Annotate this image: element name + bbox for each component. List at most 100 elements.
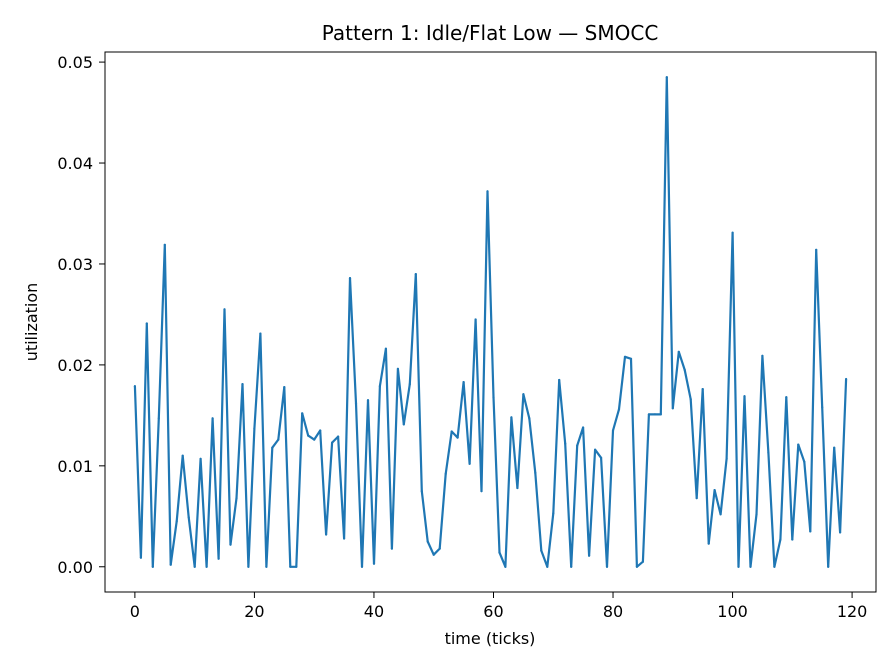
data-point	[713, 489, 716, 492]
data-point	[803, 460, 806, 463]
data-point	[253, 427, 256, 430]
data-point	[402, 423, 405, 426]
data-point	[737, 565, 740, 568]
data-point	[588, 554, 591, 557]
data-point	[719, 513, 722, 516]
data-point	[665, 76, 668, 79]
y-tick-label: 0.03	[57, 255, 93, 274]
data-point	[348, 277, 352, 280]
data-point	[677, 350, 680, 353]
data-point	[193, 565, 196, 568]
data-point	[576, 444, 579, 447]
data-point	[564, 442, 567, 445]
data-point	[791, 538, 794, 541]
data-point	[462, 381, 465, 384]
series-layer	[133, 76, 848, 568]
x-tick-label: 60	[483, 602, 503, 621]
data-point	[845, 377, 848, 381]
data-point	[199, 457, 202, 460]
data-point	[594, 448, 597, 451]
data-point	[785, 396, 788, 399]
data-point	[653, 413, 657, 416]
data-point	[295, 565, 298, 568]
x-tick-label: 40	[364, 602, 384, 621]
data-point	[283, 386, 286, 389]
data-point	[450, 430, 453, 433]
data-point	[133, 385, 136, 388]
x-axis-label: time (ticks)	[445, 629, 536, 648]
data-point	[617, 408, 621, 411]
data-point	[570, 565, 573, 568]
data-point	[378, 385, 381, 388]
data-point	[241, 383, 244, 386]
data-point	[611, 429, 615, 432]
data-point	[689, 398, 692, 401]
data-point	[558, 378, 561, 382]
data-point	[540, 549, 543, 552]
y-axis-label: utilization	[22, 283, 41, 362]
data-point	[211, 417, 214, 420]
x-tick-label: 100	[717, 602, 748, 621]
data-point	[743, 395, 746, 398]
data-point	[313, 438, 316, 441]
data-point	[163, 243, 166, 246]
data-point	[623, 355, 627, 358]
data-point	[528, 417, 531, 420]
data-point	[695, 497, 698, 500]
data-point	[289, 565, 292, 568]
data-point	[468, 462, 471, 465]
data-point	[815, 248, 818, 251]
data-point	[325, 533, 328, 536]
data-point	[187, 516, 190, 519]
data-point	[647, 413, 651, 416]
data-point	[444, 472, 447, 475]
data-point	[600, 456, 603, 459]
data-point	[629, 357, 633, 360]
data-point	[420, 490, 423, 493]
ticks-layer: 0 20 40 60 80 100 120 0.00 0.01 0.02 0.03 0.04 0.05	[57, 53, 867, 621]
data-point	[372, 562, 376, 565]
data-point	[247, 565, 250, 568]
data-point	[169, 563, 172, 566]
data-point	[504, 565, 507, 568]
data-point	[301, 412, 304, 415]
data-point	[761, 354, 764, 357]
data-point	[181, 454, 184, 457]
data-point	[821, 406, 824, 409]
data-point	[175, 520, 178, 523]
data-point	[229, 543, 232, 546]
y-tick-label: 0.00	[57, 558, 93, 577]
data-point	[510, 416, 513, 419]
data-point	[426, 540, 429, 543]
data-point	[343, 537, 346, 540]
data-point	[217, 557, 220, 560]
data-point	[474, 318, 477, 321]
data-point	[839, 531, 842, 534]
y-tick-label: 0.05	[57, 53, 93, 72]
data-point	[552, 512, 555, 515]
data-point	[480, 490, 483, 493]
data-point	[534, 471, 537, 474]
data-point	[492, 396, 495, 399]
data-point	[755, 513, 758, 516]
data-point	[139, 556, 142, 559]
y-tick-label: 0.01	[57, 457, 93, 476]
data-point	[235, 497, 238, 500]
data-point	[731, 231, 734, 234]
data-point	[354, 402, 358, 405]
data-point	[307, 434, 310, 437]
data-point	[456, 436, 459, 439]
data-point	[701, 388, 704, 391]
y-tick-label: 0.02	[57, 356, 93, 375]
data-point	[205, 565, 208, 568]
data-point	[331, 441, 334, 444]
x-tick-label: 120	[837, 602, 868, 621]
data-point	[366, 399, 370, 402]
data-point	[438, 547, 441, 550]
data-point	[725, 457, 728, 460]
data-point	[605, 565, 609, 568]
data-point	[683, 368, 686, 371]
data-point	[145, 322, 148, 325]
